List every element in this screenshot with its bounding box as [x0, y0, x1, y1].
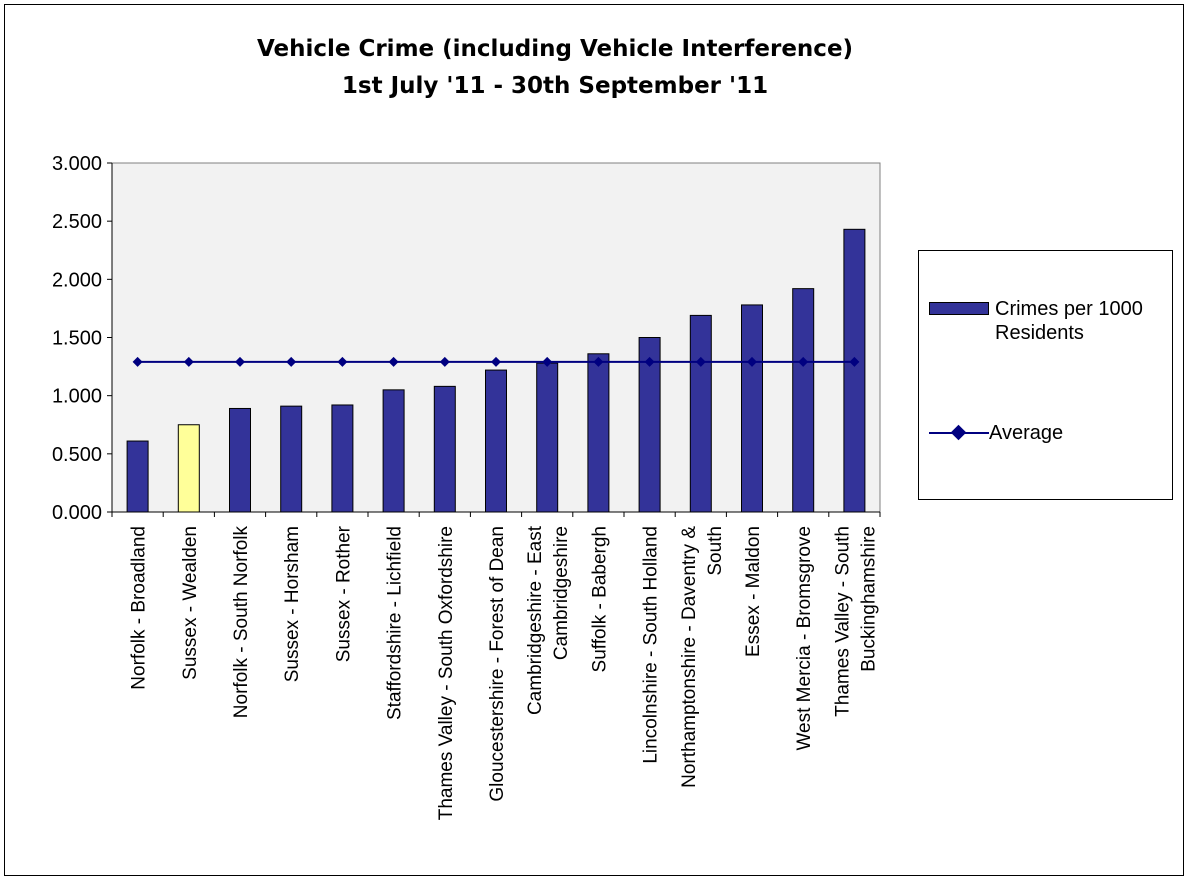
- average-marker: [286, 356, 297, 367]
- x-category-label: Suffolk - Babergh: [589, 526, 610, 672]
- y-tick-label: 1.000: [52, 386, 102, 408]
- legend: Crimes per 1000 Residents Average: [918, 250, 1173, 500]
- x-category-label: Norfolk - Broadland: [129, 526, 150, 690]
- bar: [587, 353, 610, 513]
- bar: [792, 288, 815, 513]
- y-tick-label: 2.500: [52, 211, 102, 233]
- y-tick-label: 2.000: [52, 269, 102, 291]
- bar: [280, 405, 303, 513]
- x-category-label: Buckinghamshire: [858, 526, 879, 672]
- legend-line-swatch: [929, 421, 989, 445]
- average-marker: [747, 356, 757, 367]
- legend-item-average: Average: [929, 421, 1063, 445]
- x-category-label: Sussex - Horsham: [282, 526, 303, 682]
- legend-bar-swatch: [929, 302, 989, 315]
- bar: [177, 424, 200, 513]
- x-category-label: West Mercia - Bromsgrove: [794, 526, 815, 751]
- bar: [485, 369, 507, 513]
- bar: [126, 440, 149, 513]
- bar: [229, 407, 251, 513]
- x-category-label: Thames Valley - South Oxfordshire: [436, 526, 457, 820]
- y-tick-label: 0.000: [52, 502, 102, 524]
- legend-item-crimes: Crimes per 1000 Residents: [929, 297, 1143, 345]
- bar: [536, 362, 559, 513]
- average-marker: [644, 356, 655, 367]
- chart-title-line-1: Vehicle Crime (including Vehicle Interfe…: [256, 36, 854, 62]
- x-category-label: Gloucestershire - Forest of Dean: [487, 526, 508, 802]
- average-marker: [132, 356, 143, 367]
- bar: [843, 228, 866, 513]
- average-marker: [235, 356, 245, 367]
- average-marker: [849, 356, 860, 367]
- legend-label-crimes-line-2: Residents: [995, 322, 1084, 344]
- bar: [689, 314, 712, 513]
- average-marker: [388, 356, 399, 367]
- x-category-label: Staffordshire - Lichfield: [385, 526, 406, 720]
- average-marker: [491, 356, 501, 367]
- x-category-label: Thames Valley - South: [832, 526, 853, 717]
- x-category-label: Northamptonshire - Daventry &: [679, 526, 700, 788]
- y-tick-label: 1.500: [52, 328, 102, 350]
- average-marker: [542, 356, 553, 367]
- bar: [741, 304, 763, 513]
- bar: [433, 385, 456, 513]
- average-marker: [695, 356, 706, 367]
- y-tick-label: 0.500: [52, 444, 102, 466]
- x-category-label: Sussex - Wealden: [180, 526, 201, 680]
- x-category-label: Essex - Maldon: [743, 526, 764, 657]
- chart-title-line-2: 1st July '11 - 30th September '11: [341, 73, 769, 99]
- average-marker: [337, 356, 348, 367]
- average-marker: [798, 356, 809, 367]
- legend-label-average: Average: [989, 422, 1064, 444]
- legend-label-crimes-line-1: Crimes per 1000: [995, 298, 1143, 320]
- average-marker: [439, 356, 450, 367]
- x-category-label: Cambridgeshire: [551, 526, 572, 660]
- x-category-label: Norfolk - South Norfolk: [231, 526, 252, 719]
- bar: [382, 389, 405, 513]
- bar: [331, 404, 354, 513]
- average-marker: [593, 356, 604, 367]
- x-category-label: South: [705, 526, 726, 576]
- y-tick-label: 3.000: [52, 153, 102, 175]
- average-marker: [183, 356, 194, 367]
- x-category-label: Lincolnshire - South Holland: [641, 526, 662, 764]
- x-category-label: Cambridgeshire - East: [525, 525, 546, 715]
- x-category-label: Sussex - Rother: [333, 525, 354, 662]
- diamond-marker-icon: [950, 424, 967, 441]
